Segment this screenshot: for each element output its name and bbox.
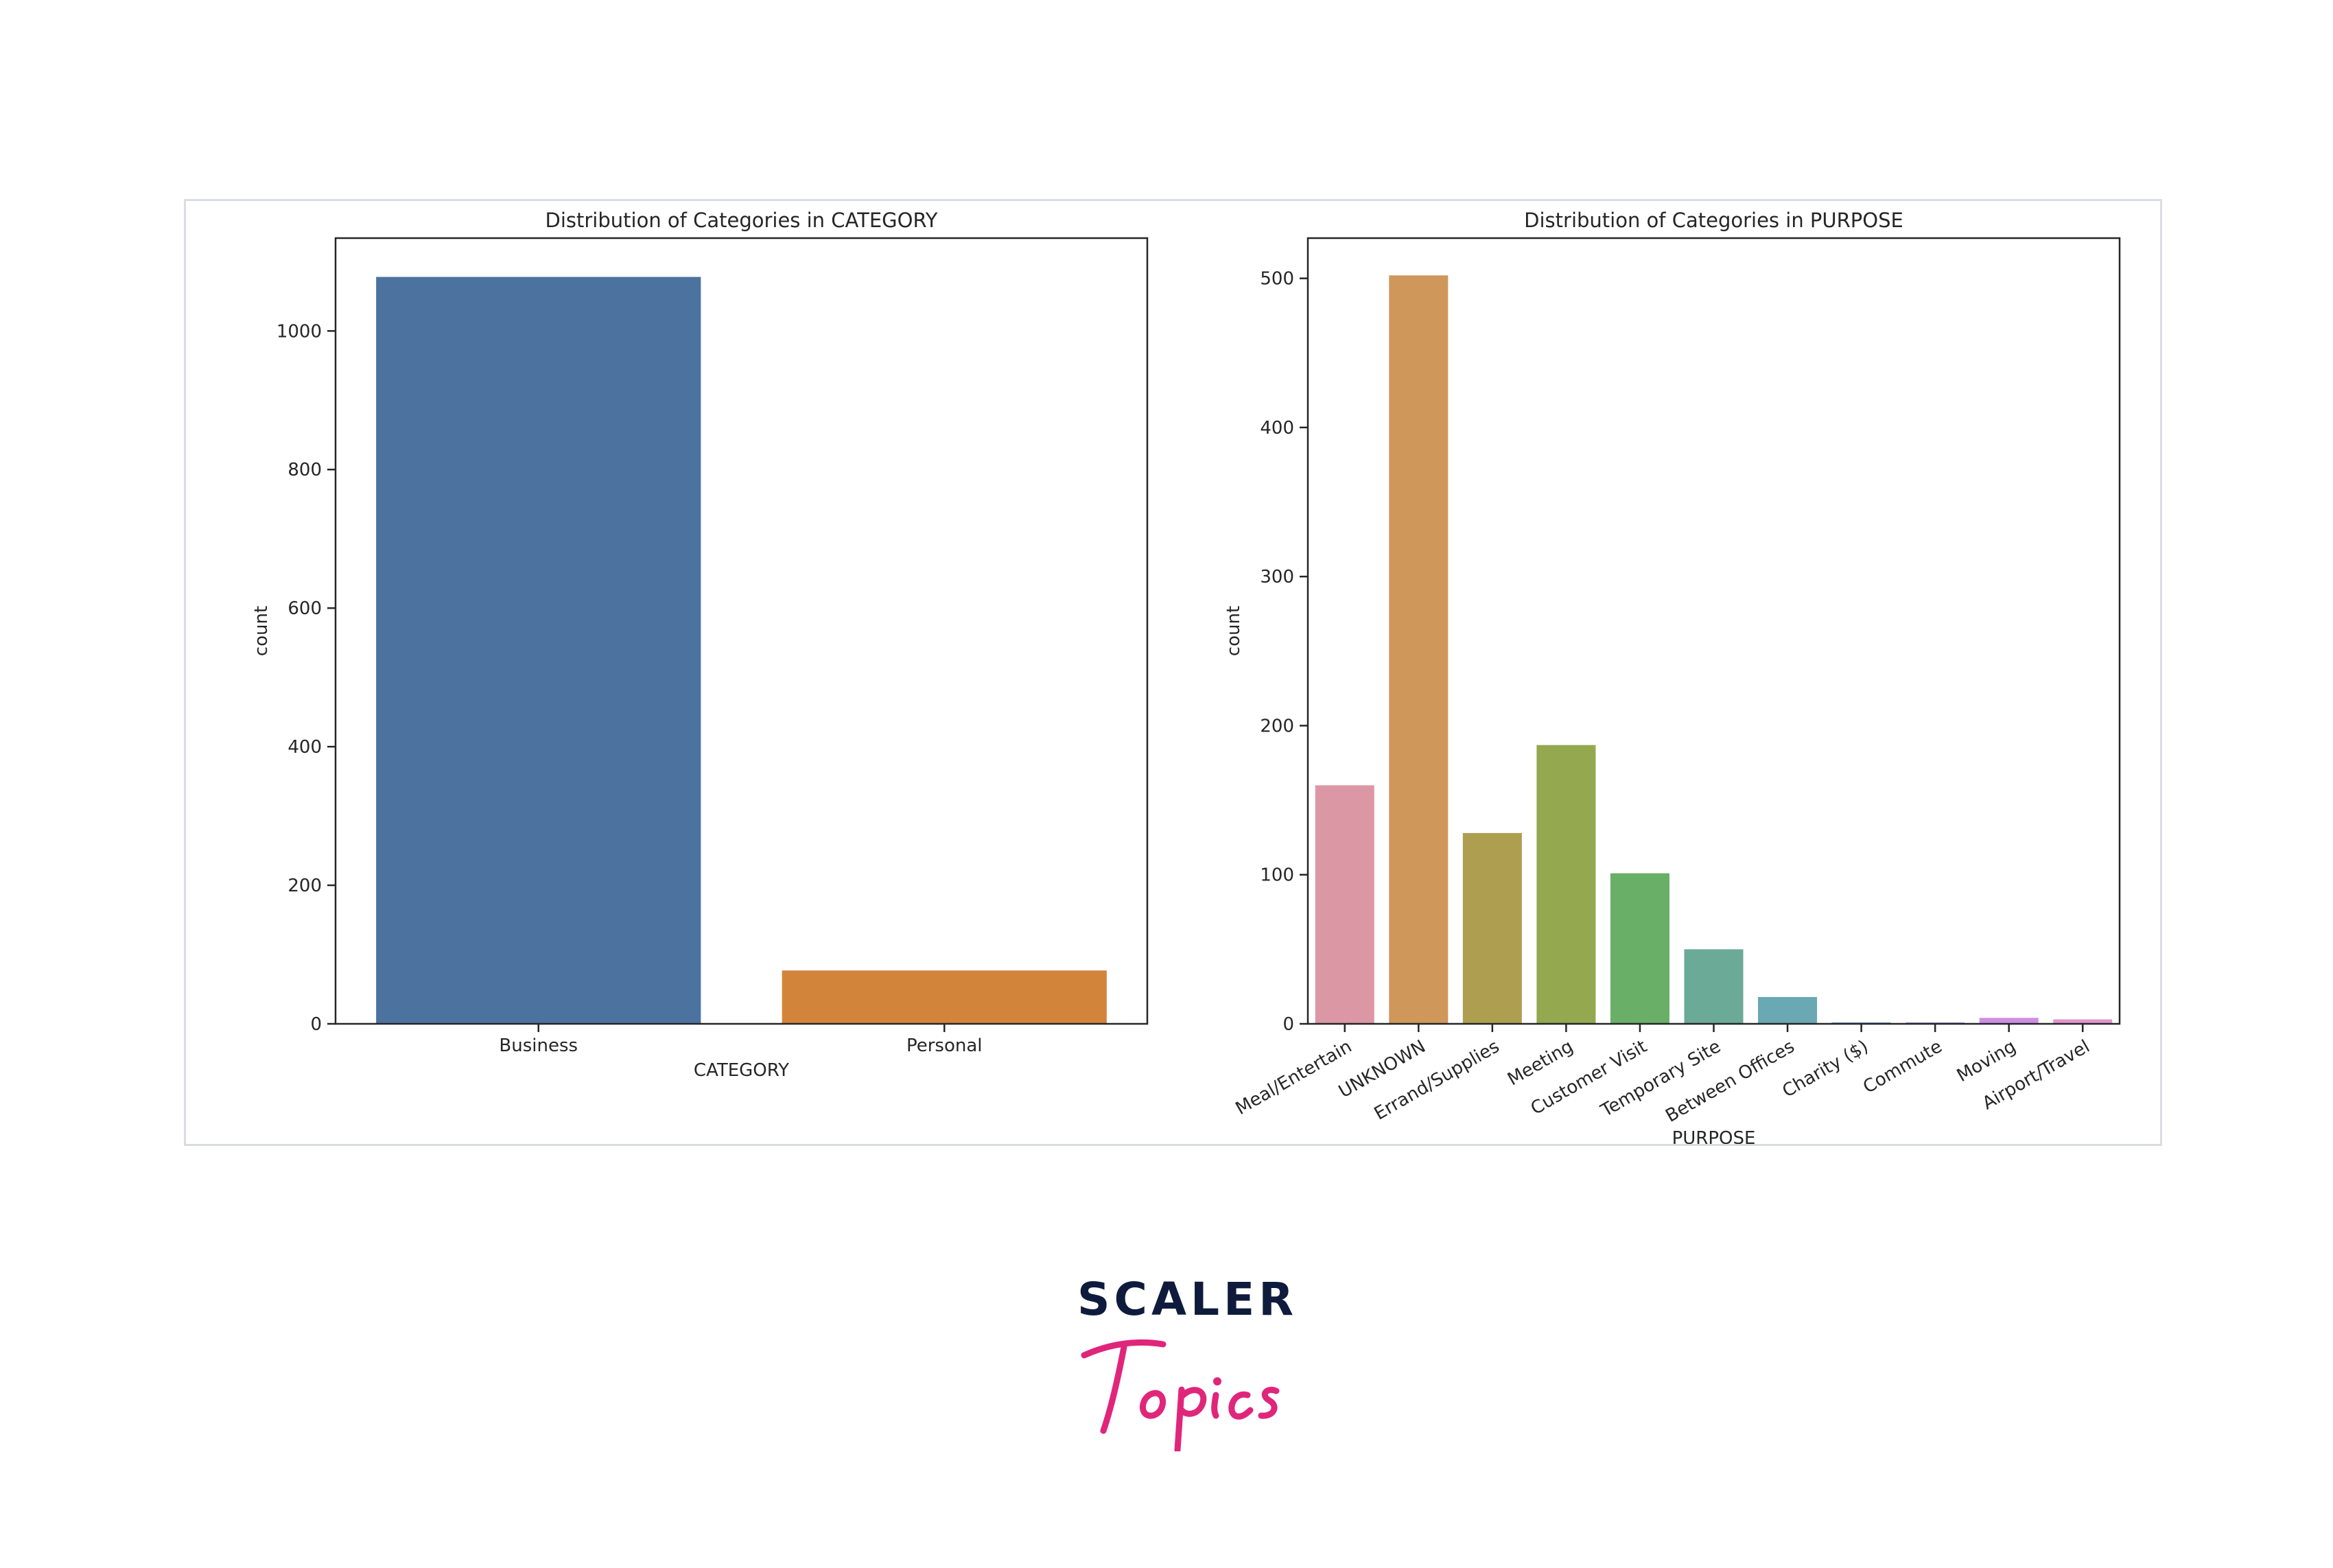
chart1-xtick-label-1: Personal <box>906 1035 983 1056</box>
chart1-ytick-label-4: 800 <box>288 460 322 480</box>
charts-canvas: Distribution of Categories in CATEGORY 0 2… <box>251 209 2121 1144</box>
chart2-bar-3 <box>1536 745 1596 1024</box>
chart2-bar-6 <box>1758 996 1818 1024</box>
scaler-topics-logo: SCALER <box>1070 1273 1298 1451</box>
chart2-ytick-label-3: 300 <box>1260 567 1294 587</box>
chart1-axes-frame <box>334 237 1149 1025</box>
chart2-ylabel: count <box>1223 606 1244 656</box>
chart1-ytick-label-2: 400 <box>288 737 322 758</box>
chart2-xtick-label-8: Commute <box>1860 1036 1945 1098</box>
chart1-ytick-label-5: 1000 <box>277 321 322 342</box>
figure-panel: Distribution of Categories in CATEGORY 0 2… <box>184 199 2162 1146</box>
chart2-ytick-label-1: 100 <box>1260 865 1294 886</box>
chart1-ylabel: count <box>251 606 272 656</box>
chart2-bar-2 <box>1462 832 1522 1024</box>
chart1-ytick-label-0: 0 <box>310 1014 322 1035</box>
chart2-ytick-label-4: 400 <box>1260 418 1294 438</box>
chart1-xlabel: CATEGORY <box>694 1060 789 1081</box>
chart2-xtick-label-6: Between Offices <box>1662 1036 1798 1127</box>
logo-scaler-text: SCALER <box>1077 1273 1298 1326</box>
chart2-xtick-label-0: Meal/Entertain <box>1232 1036 1356 1119</box>
chart1-ytick-label-1: 200 <box>288 876 322 896</box>
chart2-title: Distribution of Categories in PURPOSE <box>1524 209 1903 232</box>
chart2-bar-5 <box>1684 949 1744 1024</box>
chart2-xtick-label-2: Errand/Supplies <box>1371 1036 1503 1124</box>
chart2-ytick-label-2: 200 <box>1260 716 1294 736</box>
chart2-bar-4 <box>1610 873 1669 1024</box>
chart1-bar-0 <box>376 277 701 1024</box>
chart2-bar-0 <box>1315 785 1374 1024</box>
chart2-xtick-label-5: Temporary Site <box>1597 1036 1724 1122</box>
chart2-ytick-label-5: 500 <box>1260 269 1294 290</box>
chart2-bar-9 <box>1979 1018 2039 1024</box>
chart2-bar-1 <box>1389 275 1449 1024</box>
chart1-ytick-label-3: 600 <box>288 598 322 619</box>
chart2-xlabel: PURPOSE <box>1672 1128 1756 1144</box>
chart1-xtick-label-0: Business <box>499 1035 578 1056</box>
logo-topics-script <box>1081 1339 1280 1451</box>
chart1-title: Distribution of Categories in CATEGORY <box>546 209 938 232</box>
chart1-bar-1 <box>782 970 1107 1024</box>
chart2-bar-10 <box>2053 1019 2113 1024</box>
chart2-ytick-label-0: 0 <box>1282 1014 1294 1035</box>
